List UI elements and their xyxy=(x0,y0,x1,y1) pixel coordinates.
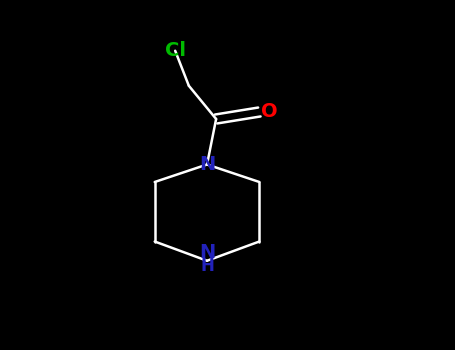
Text: N: N xyxy=(199,243,215,261)
Text: H: H xyxy=(200,257,214,275)
Text: O: O xyxy=(261,103,278,121)
Text: Cl: Cl xyxy=(165,41,186,60)
Text: N: N xyxy=(199,155,215,174)
